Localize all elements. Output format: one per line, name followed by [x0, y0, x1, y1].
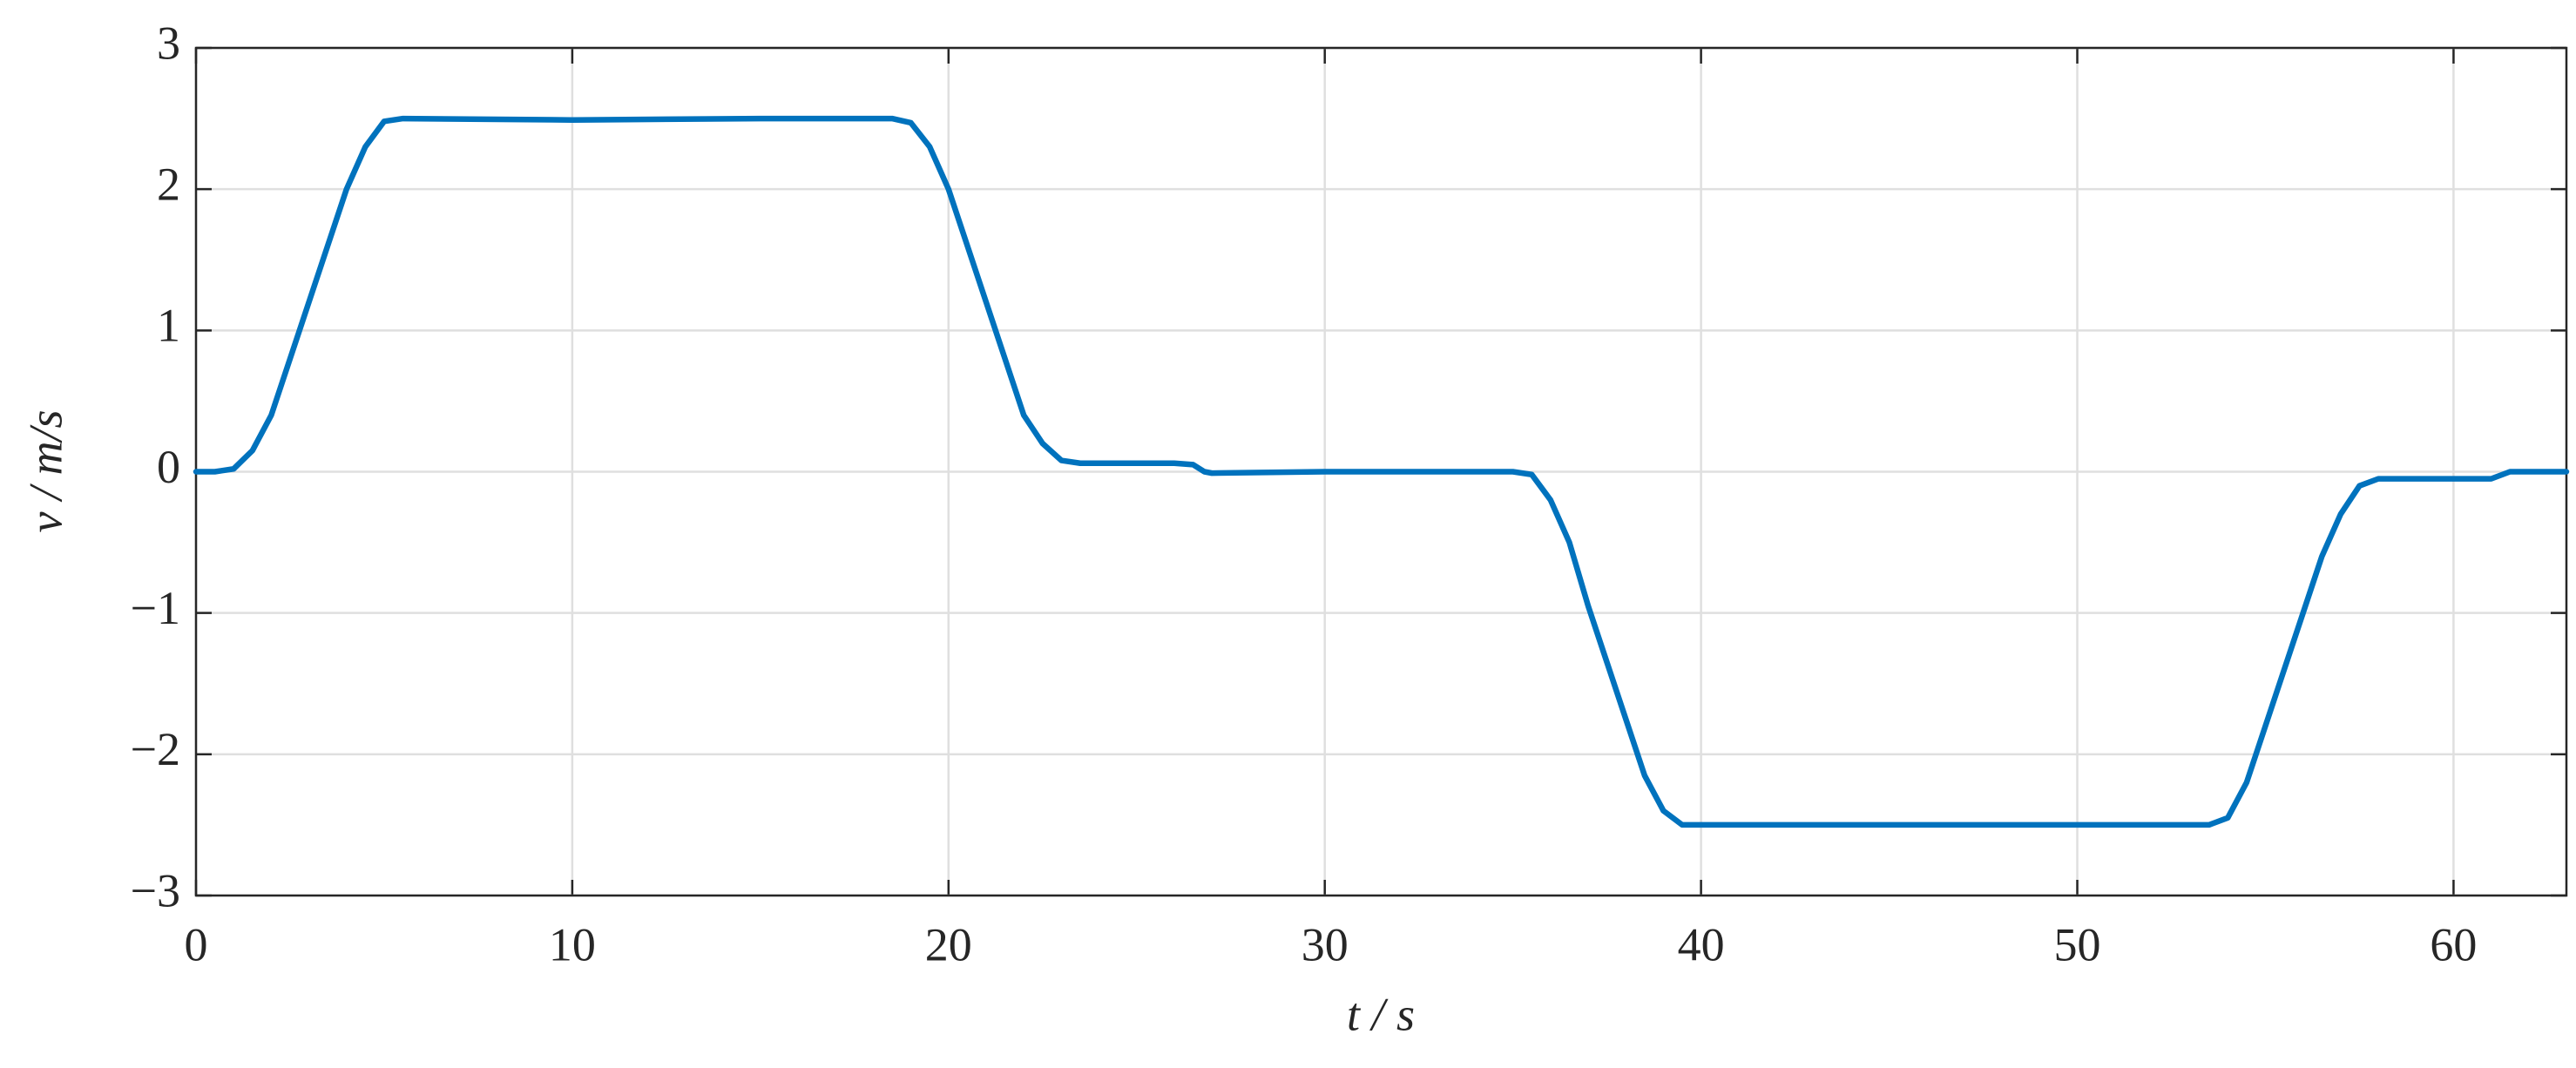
x-tick-label: 20: [925, 918, 972, 970]
y-tick-label: −1: [131, 582, 180, 634]
x-tick-label: 0: [185, 918, 208, 970]
y-tick-label: −2: [131, 723, 180, 775]
x-tick-label: 50: [2054, 918, 2101, 970]
y-tick-label: −3: [131, 864, 180, 916]
y-axis-label: v / m/s: [19, 410, 71, 533]
x-tick-label: 60: [2430, 918, 2477, 970]
x-tick-label: 40: [1678, 918, 1725, 970]
y-tick-label: 1: [157, 300, 180, 352]
y-tick-label: 2: [157, 159, 180, 211]
x-axis-label: t / s: [1347, 988, 1415, 1040]
data-line: [193, 115, 2570, 828]
x-tick-label: 30: [1302, 918, 1349, 970]
y-tick-label: 3: [157, 17, 180, 69]
y-tick-label: 0: [157, 441, 180, 493]
x-tick-label: 10: [549, 918, 596, 970]
